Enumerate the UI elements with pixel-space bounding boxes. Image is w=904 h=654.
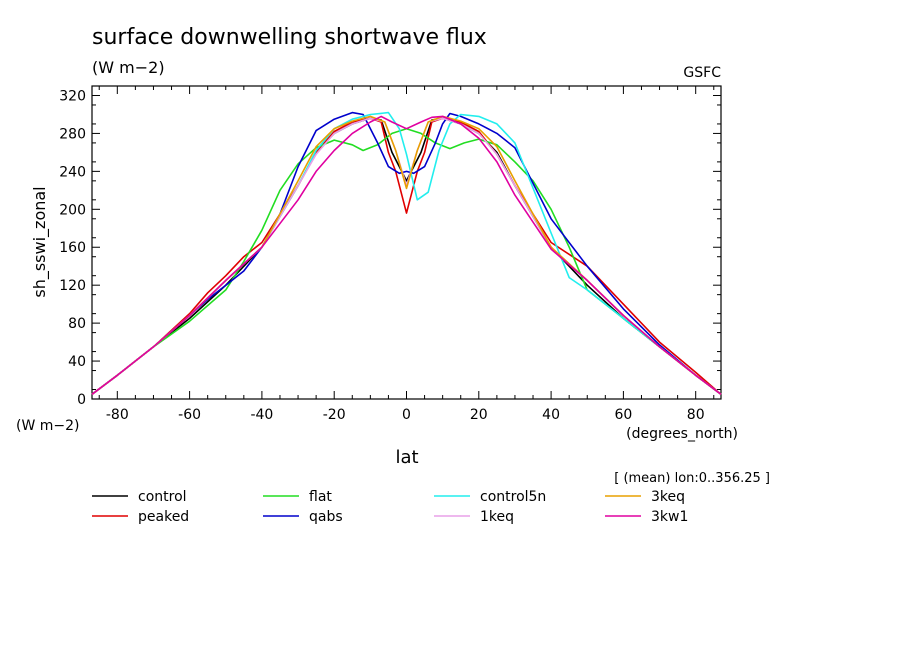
y-axis-label: sh_sswi_zonal: [30, 186, 50, 297]
chart-title: surface downwelling shortwave flux: [92, 25, 487, 50]
y-tick-label: 320: [59, 88, 86, 104]
series-line-3keq: [91, 115, 722, 395]
y-tick-label: 120: [59, 278, 86, 294]
y-tick-label: 160: [59, 240, 86, 256]
series-line-flat: [91, 127, 722, 395]
legend-label-1keq: 1keq: [480, 509, 514, 525]
legend-label-flat: flat: [309, 489, 332, 505]
y-tick-label: 200: [59, 202, 86, 218]
legend-label-control5n: control5n: [480, 489, 546, 505]
subset-note: [ (mean) lon:0..356.25 ]: [614, 471, 770, 486]
x-tick-label: -20: [323, 407, 346, 423]
series-line-1keq: [91, 117, 722, 395]
x-axis: -80 -60 -40 -20 0 20 40 60 80: [98, 86, 715, 423]
x-tick-label: 60: [614, 407, 632, 423]
x-tick-label: -80: [106, 407, 129, 423]
y-axis-units: (W m−2): [16, 418, 80, 434]
x-tick-label: -60: [178, 407, 201, 423]
y-tick-label: 240: [59, 164, 86, 180]
legend-label-peaked: peaked: [138, 509, 189, 525]
y-tick-label: 80: [68, 316, 86, 332]
x-axis-units: (degrees_north): [626, 426, 738, 442]
units-label: (W m−2): [92, 58, 165, 77]
x-tick-label: 0: [402, 407, 411, 423]
y-tick-label: 40: [68, 354, 86, 370]
series-line-control: [91, 117, 722, 395]
source-label: GSFC: [683, 65, 721, 81]
legend-label-3keq: 3keq: [651, 489, 685, 505]
y-tick-label: 0: [77, 392, 86, 408]
series-line-3kw1: [91, 115, 722, 395]
x-tick-label: 80: [687, 407, 705, 423]
legend-label-3kw1: 3kw1: [651, 509, 688, 525]
series-line-control5n: [91, 111, 722, 395]
y-axis: 0 40 80 120 160 200 240 280 320: [59, 88, 721, 408]
series-line-qabs: [91, 111, 722, 395]
series-line-peaked: [91, 117, 722, 395]
legend-label-control: control: [138, 489, 187, 505]
legend-label-qabs: qabs: [309, 509, 343, 525]
x-axis-label: lat: [395, 447, 418, 468]
y-tick-label: 280: [59, 126, 86, 142]
x-tick-label: 20: [470, 407, 488, 423]
x-tick-label: -40: [250, 407, 273, 423]
x-tick-label: 40: [542, 407, 560, 423]
plot-frame: [91, 85, 722, 400]
legend: control peaked flat qabs control5n 1keq 3keq 3k…: [92, 489, 688, 525]
series-lines: [91, 111, 722, 395]
